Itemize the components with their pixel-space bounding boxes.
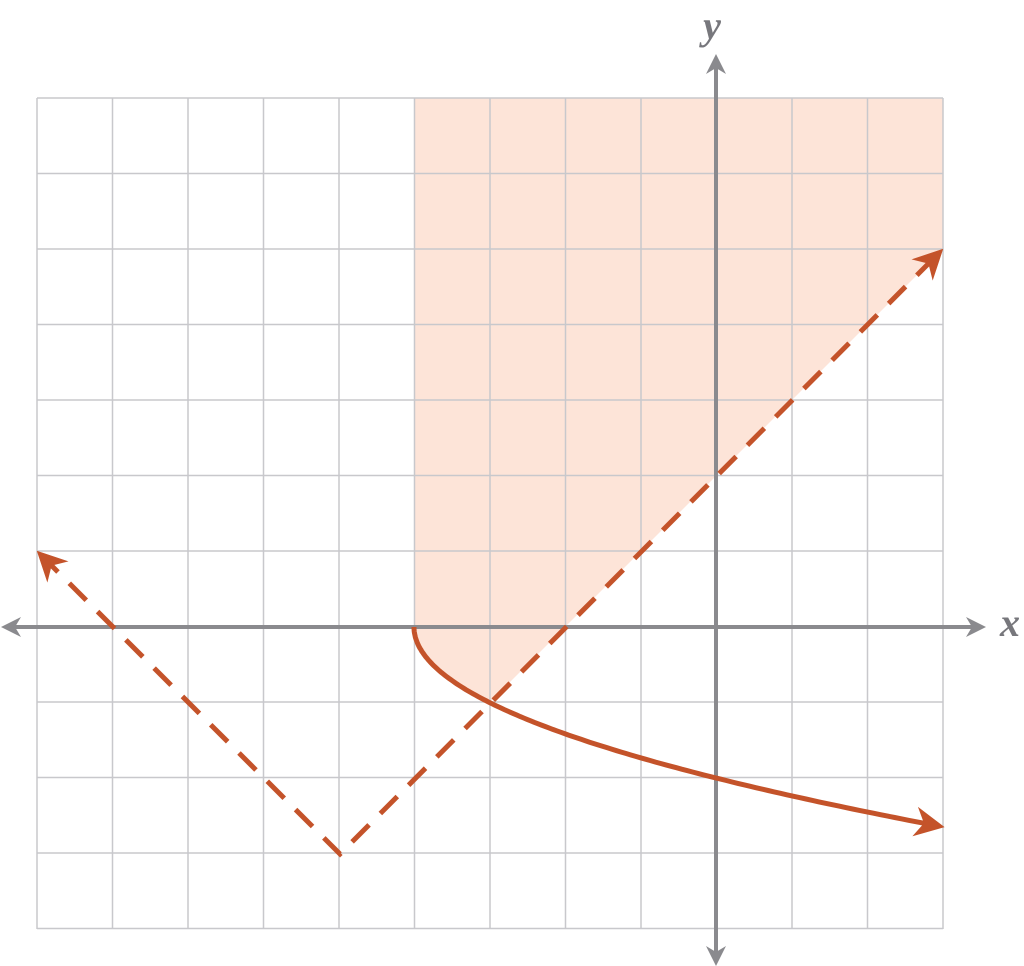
y-axis-label: y (699, 3, 721, 48)
dashed-boundary (36, 248, 944, 858)
solid-boundary (411, 627, 945, 837)
x-axis-label: x (999, 600, 1020, 645)
